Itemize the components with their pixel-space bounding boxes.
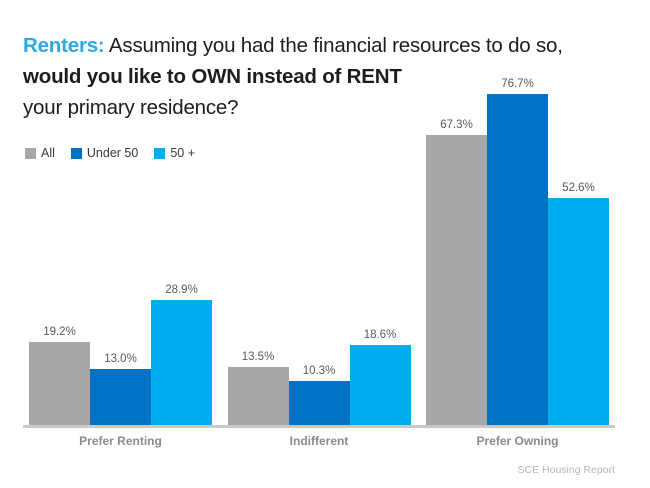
bar-value-label: 18.6% <box>363 329 397 341</box>
title-line-1-rest: Assuming you had the financial resources… <box>104 34 563 57</box>
legend: All Under 50 50 + <box>25 146 195 160</box>
category-label: Prefer Renting <box>79 434 162 448</box>
category-label: Indifferent <box>289 434 349 448</box>
legend-item-all: All <box>25 146 55 160</box>
bar-value-label: 19.2% <box>43 326 76 338</box>
bar-50 <box>548 198 609 425</box>
title-highlight: Renters: <box>23 34 105 57</box>
bar-column: 19.2% <box>29 326 90 425</box>
bar-column: 13.5% <box>227 351 289 425</box>
bar-all <box>426 135 487 425</box>
bar-value-label: 13.0% <box>104 353 137 365</box>
bar-under-50 <box>288 381 350 425</box>
bar-group: 19.2% 13.0% 28.9% <box>29 284 212 425</box>
legend-swatch-under-50 <box>70 147 82 159</box>
bar-column: 18.6% <box>349 329 411 425</box>
category-row: Prefer Renting Indifferent Prefer Owning <box>23 434 615 448</box>
bar-value-label: 76.7% <box>501 78 534 90</box>
bar-group: 67.3% 76.7% 52.6% <box>426 78 609 425</box>
footer-source-label: SCE Housing Report <box>517 464 615 476</box>
bar-column: 28.9% <box>151 284 212 425</box>
bar-all <box>227 367 289 425</box>
bar-value-label: 10.3% <box>302 365 336 377</box>
bar-50 <box>151 300 212 425</box>
legend-label-50-plus: 50 + <box>170 146 196 160</box>
bar-value-label: 28.9% <box>165 284 198 296</box>
bar-under-50 <box>90 369 151 425</box>
bar-under-50 <box>487 94 548 425</box>
bar-column: 10.3% <box>288 365 350 425</box>
bar-column: 67.3% <box>426 119 487 425</box>
bar-50 <box>349 345 411 425</box>
bar-column: 13.0% <box>90 353 151 425</box>
title-line-2: would you like to OWN instead of RENT <box>23 65 402 88</box>
title-line-3: your primary residence? <box>23 96 239 119</box>
bar-value-label: 67.3% <box>440 119 473 131</box>
bar-column: 52.6% <box>548 182 609 425</box>
legend-item-50-plus: 50 + <box>154 146 195 160</box>
plot-area: 19.2% 13.0% 28.9% 13.5% 10.3% 18.6% 67.3% 76.7%… <box>23 76 615 428</box>
bar-value-label: 13.5% <box>241 351 275 363</box>
legend-swatch-50-plus <box>154 147 166 159</box>
bar-value-label: 52.6% <box>562 182 595 194</box>
legend-label-under-50: Under 50 <box>86 146 139 160</box>
bar-group: 13.5% 10.3% 18.6% <box>227 329 411 425</box>
title-line-1: Renters: Assuming you had the financial … <box>23 30 635 61</box>
legend-item-under-50: Under 50 <box>70 146 139 160</box>
legend-swatch-all <box>25 147 36 159</box>
bar-column: 76.7% <box>487 78 548 425</box>
category-label: Prefer Owning <box>476 434 559 448</box>
chart-title: Renters: Assuming you had the financial … <box>23 30 635 123</box>
bar-all <box>29 342 90 425</box>
legend-label-all: All <box>41 146 55 160</box>
